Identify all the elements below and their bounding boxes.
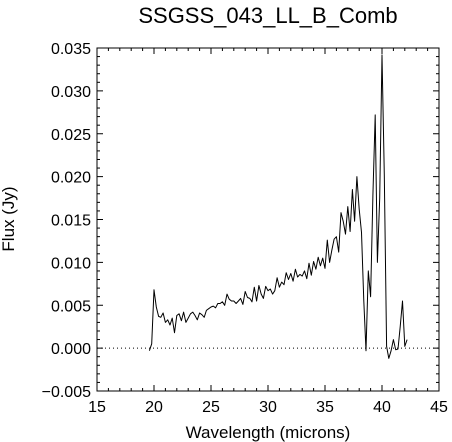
y-tick-label: 0.010 (51, 255, 91, 272)
x-tick-label: 20 (145, 399, 163, 416)
x-tick-label: 25 (202, 399, 220, 416)
y-tick-label: 0.025 (51, 127, 91, 144)
y-tick-label: 0.015 (51, 213, 91, 230)
flux-series-line (148, 54, 408, 359)
y-tick-label: 0.005 (51, 298, 91, 315)
plot-frame (96, 47, 440, 392)
y-tick-label: 0.020 (51, 170, 91, 187)
x-tick-label: 30 (259, 399, 277, 416)
x-tick-label: 35 (316, 399, 334, 416)
y-tick-label: 0.035 (51, 41, 91, 58)
y-tick-label: 0.000 (51, 341, 91, 358)
x-tick-label: 45 (430, 399, 448, 416)
y-tick-label: 0.030 (51, 84, 91, 101)
x-tick-label: 15 (88, 399, 106, 416)
y-tick-label: −0.005 (42, 384, 91, 401)
y-axis-label: Flux (Jy) (0, 186, 18, 251)
chart-title: SSGSS_043_LL_B_Comb (138, 3, 397, 28)
x-tick-label: 40 (373, 399, 391, 416)
x-axis-label: Wavelength (microns) (186, 423, 351, 442)
